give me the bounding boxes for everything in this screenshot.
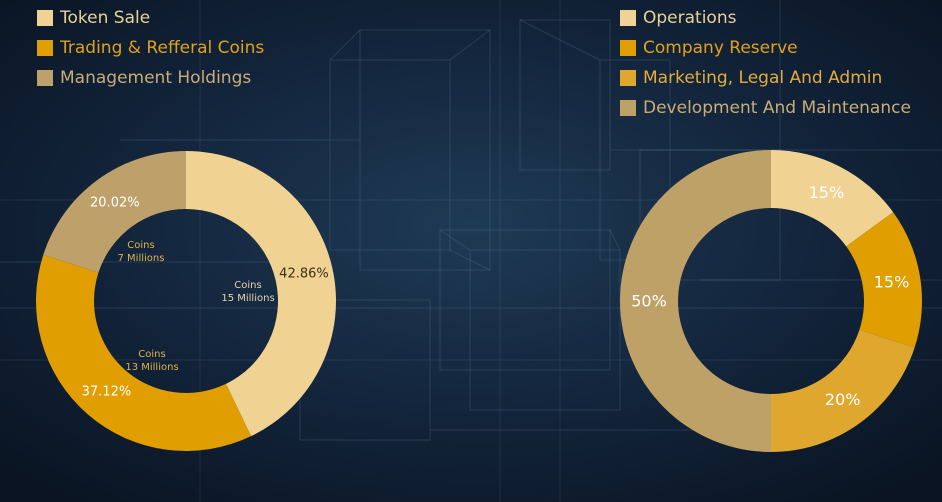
inner-label-line1: Coins — [138, 349, 165, 360]
donut-slice — [771, 329, 915, 452]
legend-right: Operations Company Reserve Marketing, Lega… — [620, 3, 911, 123]
inner-label-line2: 15 Millions — [221, 293, 274, 304]
legend-label: Operations — [643, 8, 737, 28]
legend-label: Marketing, Legal And Admin — [643, 68, 883, 88]
slice-percent-label: 42.86% — [279, 267, 329, 282]
legend-swatch — [620, 10, 636, 26]
legend-item: Management Holdings — [37, 63, 264, 93]
donut-slice — [620, 150, 771, 452]
slice-percent-label: 15% — [874, 272, 910, 291]
legend-swatch — [620, 100, 636, 116]
donut-chart-2: 15% 15% 20% 50% — [620, 150, 923, 452]
slice-percent-label: 15% — [809, 183, 845, 202]
legend-label: Development And Maintenance — [643, 98, 911, 118]
legend-swatch — [37, 40, 53, 56]
legend-swatch — [37, 70, 53, 86]
donut-slice — [771, 150, 894, 247]
legend-label: Trading & Refferal Coins — [60, 38, 265, 58]
legend-swatch — [620, 70, 636, 86]
legend-label: Token Sale — [60, 8, 151, 28]
legend-label: Management Holdings — [60, 68, 252, 88]
donut-slice — [43, 151, 186, 273]
legend-item: Marketing, Legal And Admin — [620, 63, 911, 93]
legend-swatch — [620, 40, 636, 56]
inner-label-line1: Coins — [234, 280, 261, 291]
slice-percent-label: 37.12% — [82, 385, 132, 400]
legend-left: Token Sale Trading & Refferal Coins Manage… — [37, 3, 264, 93]
slice-percent-label: 20.02% — [90, 196, 140, 211]
legend-item: Development And Maintenance — [620, 93, 911, 123]
legend-label: Company Reserve — [643, 38, 798, 58]
slice-percent-label: 50% — [631, 292, 667, 311]
inner-label-line2: 7 Millions — [118, 253, 165, 264]
donut-slice — [35, 254, 252, 451]
legend-swatch — [37, 10, 53, 26]
legend-item: Company Reserve — [620, 33, 911, 63]
legend-item: Operations — [620, 3, 911, 33]
inner-label-line2: 13 Millions — [125, 362, 178, 373]
legend-item: Token Sale — [37, 3, 264, 33]
donut-chart-1: 42.86% 37.12% 20.02% Coins 15 Millions Coins 1… — [35, 151, 337, 451]
inner-label-line1: Coins — [127, 240, 154, 251]
donut-slice — [846, 212, 923, 348]
slice-percent-label: 20% — [825, 390, 861, 409]
donut-slice — [186, 151, 337, 437]
legend-item: Trading & Refferal Coins — [37, 33, 264, 63]
